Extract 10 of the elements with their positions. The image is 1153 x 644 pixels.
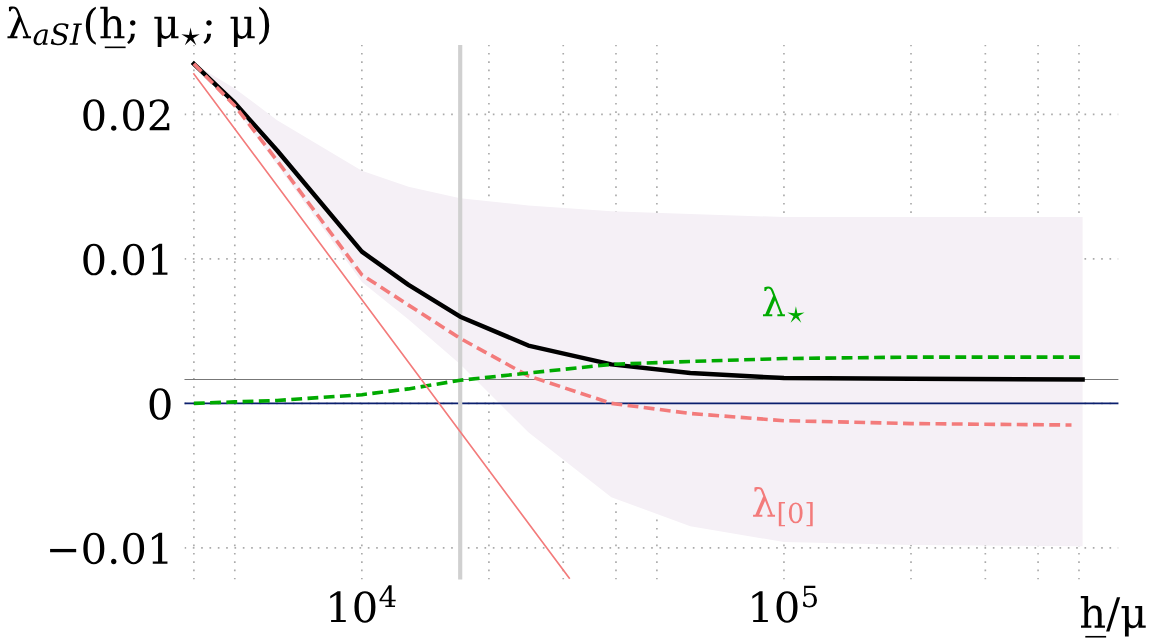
- y-axis-title: λ$_{aSI}$(h̲; μ$_{⋆}$; μ): [7, 6, 270, 49]
- x-axis-title: h̲/μ: [1080, 596, 1146, 638]
- series-label: λ$_{⋆}$: [762, 286, 805, 323]
- series-label: λ$_{[0]}$: [753, 486, 813, 527]
- y-tick-label: 0.01: [83, 243, 168, 276]
- y-tick-label: 0: [149, 388, 171, 420]
- x-tick-label: 10$^{5}$: [752, 585, 817, 623]
- y-tick-label: 0.02: [83, 99, 170, 131]
- y-tick-label: −0.01: [50, 532, 168, 565]
- x-tick-label: 10$^{4}$: [330, 585, 396, 623]
